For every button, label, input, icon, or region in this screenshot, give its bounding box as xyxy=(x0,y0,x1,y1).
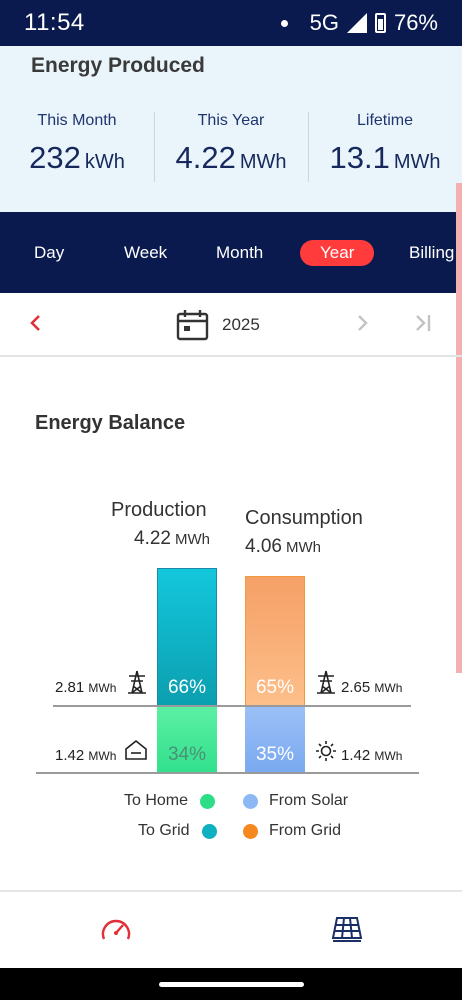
bottom-navigation xyxy=(0,892,462,968)
bottom-divider xyxy=(0,890,462,892)
battery-icon xyxy=(374,13,386,33)
home-icon xyxy=(125,739,147,760)
sun-icon xyxy=(316,741,336,761)
left-top-value: 2.81 MWh xyxy=(55,679,117,696)
legend-from-grid: From Grid xyxy=(243,822,341,840)
right-top-value: 2.65 MWh xyxy=(341,679,403,696)
energy-balance-chart: Production 4.22 MWh Consumption 4.06 MWh 6… xyxy=(0,490,462,790)
grid-tower-icon xyxy=(128,670,146,694)
stat-unit: MWh xyxy=(239,151,287,173)
stat-lifetime: Lifetime 13.1 MWh xyxy=(308,112,462,176)
legend-dot-icon xyxy=(200,793,216,809)
legend-label: To Home xyxy=(124,792,189,809)
stat-value: 4.22 xyxy=(175,140,236,175)
legend-to-grid: To Grid xyxy=(138,822,217,840)
energy-produced-card: Energy Produced This Month 232 kWh This Y… xyxy=(0,46,462,212)
last-period-button[interactable] xyxy=(414,311,432,340)
legend-label: From Solar xyxy=(269,792,349,809)
stat-divider xyxy=(308,112,309,182)
tab-day[interactable]: Day xyxy=(34,243,65,262)
production-total: 4.22 MWh xyxy=(134,528,210,549)
notification-dot-icon xyxy=(280,19,288,27)
skip-to-end-icon xyxy=(416,315,431,331)
chevron-right-icon xyxy=(358,315,368,331)
legend-label: To Grid xyxy=(138,822,190,839)
consumption-heading: Consumption xyxy=(245,507,363,529)
left-bottom-value: 1.42 MWh xyxy=(55,747,117,764)
divider-line xyxy=(53,705,411,707)
production-to-home-bar: 34% xyxy=(157,706,217,773)
scroll-indicator xyxy=(456,183,462,673)
consumption-total: 4.06 MWh xyxy=(245,536,321,557)
energy-produced-title: Energy Produced xyxy=(31,54,205,77)
stat-unit: MWh xyxy=(393,151,441,173)
stat-label: Lifetime xyxy=(356,112,414,129)
tab-week[interactable]: Week xyxy=(124,243,168,262)
consumption-from-grid-bar: 65% xyxy=(245,576,305,706)
production-heading: Production xyxy=(111,499,207,521)
right-bottom-value: 1.42 MWh xyxy=(341,747,403,764)
tab-year[interactable]: Year xyxy=(300,240,375,266)
legend-label: From Grid xyxy=(269,822,341,839)
legend-dot-icon xyxy=(201,823,217,839)
solar-panel-icon[interactable] xyxy=(331,916,363,942)
gauge-icon[interactable] xyxy=(100,916,132,942)
date-label[interactable]: 2025 xyxy=(222,315,260,334)
chevron-left-icon xyxy=(30,315,40,331)
grid-tower-icon xyxy=(317,670,335,694)
gesture-area xyxy=(0,968,462,1000)
consumption-from-solar-bar: 35% xyxy=(245,706,305,773)
status-bar: 11:54 5G 76% xyxy=(0,0,462,46)
battery-percent: 76% xyxy=(393,10,438,35)
stat-value: 13.1 xyxy=(329,140,390,175)
home-gesture-bar[interactable] xyxy=(159,982,304,987)
legend-dot-icon xyxy=(243,823,258,839)
production-to-grid-bar: 66% xyxy=(157,568,217,706)
energy-balance-title: Energy Balance xyxy=(35,412,186,434)
baseline xyxy=(36,772,419,774)
stat-this-month: This Month 232 kWh xyxy=(0,112,154,176)
previous-period-button[interactable] xyxy=(28,311,42,335)
network-label: 5G xyxy=(309,10,339,35)
production-top-percent: 66% xyxy=(167,677,207,698)
stat-divider xyxy=(154,112,155,182)
stat-label: This Month xyxy=(37,112,117,129)
calendar-icon[interactable] xyxy=(176,309,209,341)
stat-label: This Year xyxy=(197,112,265,129)
period-tabs: Day Week Month Year Billing xyxy=(0,212,462,293)
signal-icon xyxy=(346,13,367,33)
consumption-top-percent: 65% xyxy=(255,677,295,698)
stat-this-year: This Year 4.22 MWh xyxy=(154,112,308,176)
legend-to-home: To Home xyxy=(124,792,216,810)
consumption-bottom-percent: 35% xyxy=(255,744,295,765)
stat-unit: kWh xyxy=(84,151,125,173)
stat-value: 232 xyxy=(29,140,81,175)
next-period-button[interactable] xyxy=(356,311,370,340)
status-time: 11:54 xyxy=(24,9,85,36)
date-navigator: 2025 xyxy=(0,293,462,357)
production-bottom-percent: 34% xyxy=(167,744,207,765)
tab-billing[interactable]: Billing xyxy=(409,243,455,262)
legend-from-solar: From Solar xyxy=(243,792,348,810)
tab-month[interactable]: Month xyxy=(216,243,264,262)
legend-dot-icon xyxy=(243,793,258,809)
